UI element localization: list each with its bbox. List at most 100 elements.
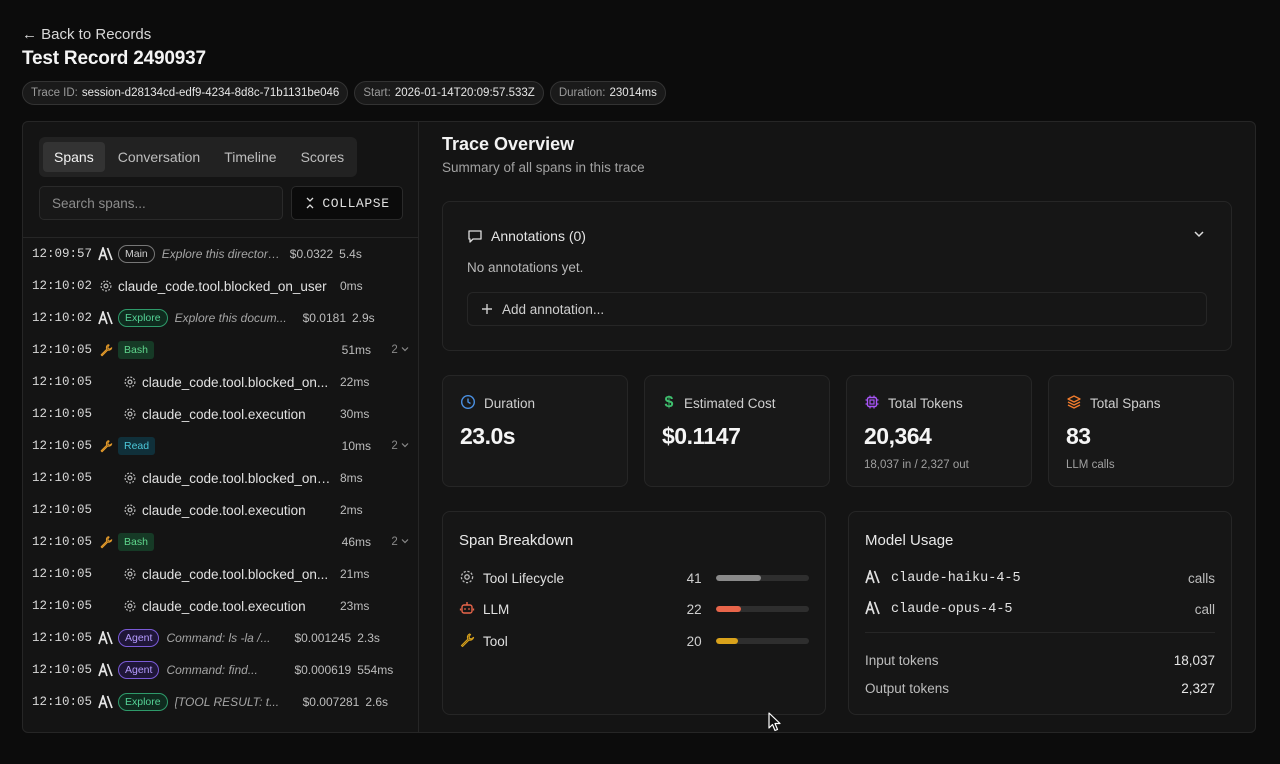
breakdown-bar-fill bbox=[715, 638, 739, 644]
span-cost: $0.000619 bbox=[294, 663, 352, 677]
tab-timeline[interactable]: Timeline bbox=[224, 149, 277, 165]
span-row[interactable]: 12:10:05 Bash 51ms 2 bbox=[23, 334, 419, 366]
span-time: 12:10:05 bbox=[32, 631, 93, 645]
model-calls: call bbox=[1194, 601, 1215, 617]
span-description: [TOOL RESULT: t... bbox=[174, 695, 280, 709]
span-duration: 554ms bbox=[357, 663, 394, 677]
span-row[interactable]: 12:10:02 claude_code.tool.blocked_on_user… bbox=[23, 270, 419, 302]
gear-icon bbox=[121, 375, 139, 389]
no-annotations-text: No annotations yet. bbox=[467, 260, 584, 275]
span-row[interactable]: 12:10:05 claude_code.tool.blocked_on... 21… bbox=[23, 558, 419, 590]
span-type-badge: Bash bbox=[118, 341, 154, 359]
span-name: claude_code.tool.execution bbox=[142, 406, 306, 422]
child-count-toggle[interactable]: 2 bbox=[391, 344, 409, 356]
span-row[interactable]: 12:10:05 Bash 46ms 2 bbox=[23, 526, 419, 558]
comment-icon bbox=[468, 230, 482, 243]
span-duration: 2.3s bbox=[357, 631, 380, 645]
annotations-header[interactable]: Annotations (0) bbox=[467, 228, 586, 244]
child-count: 2 bbox=[391, 440, 398, 452]
breakdown-count: 22 bbox=[686, 601, 702, 617]
chevron-down-icon bbox=[401, 347, 409, 352]
anthropic-icon bbox=[97, 695, 115, 709]
child-count-toggle[interactable]: 2 bbox=[391, 536, 409, 548]
span-row[interactable]: 12:10:05 Read 10ms 2 bbox=[23, 430, 419, 462]
span-duration: 8ms bbox=[340, 471, 363, 485]
search-spans-input[interactable] bbox=[39, 186, 283, 220]
stat-label: Duration bbox=[484, 396, 536, 411]
span-row[interactable]: 12:09:57 Main Explore this directory ... $0… bbox=[23, 238, 419, 270]
trace-panel: Spans Conversation Timeline Scores COLLA… bbox=[22, 121, 1256, 733]
span-list: 12:09:57 Main Explore this directory ... $0… bbox=[23, 237, 419, 718]
chip-label: Trace ID: bbox=[31, 87, 78, 99]
stat-value: 20,364 bbox=[864, 423, 932, 449]
span-duration: 2.9s bbox=[352, 311, 375, 325]
wrench-icon bbox=[97, 343, 115, 357]
anthropic-icon bbox=[97, 311, 115, 325]
span-time: 12:10:05 bbox=[32, 535, 93, 549]
annotations-card: Annotations (0) No annotations yet. Add … bbox=[442, 201, 1232, 351]
stat-label: Total Tokens bbox=[888, 396, 963, 411]
span-row[interactable]: 12:10:05 claude_code.tool.execution 30ms bbox=[23, 398, 419, 430]
token-value: 2,327 bbox=[1181, 681, 1215, 696]
model-row: claude-haiku-4-5 calls bbox=[865, 567, 1215, 588]
chip-label: Start: bbox=[363, 87, 391, 99]
span-name: claude_code.tool.execution bbox=[142, 598, 306, 614]
span-description: Explore this directory ... bbox=[161, 247, 284, 261]
overview-title: Trace Overview bbox=[442, 134, 575, 154]
span-row[interactable]: 12:10:05 Agent Command: find... $0.000619 55… bbox=[23, 654, 419, 686]
stat-subtext: LLM calls bbox=[1066, 459, 1115, 471]
span-type-badge: Read bbox=[118, 437, 156, 455]
stat-label: Total Spans bbox=[1090, 396, 1161, 411]
span-breakdown-title: Span Breakdown bbox=[459, 532, 574, 549]
collapse-label: COLLAPSE bbox=[322, 195, 390, 211]
model-usage-title: Model Usage bbox=[865, 532, 954, 549]
model-calls: calls bbox=[1187, 570, 1215, 586]
chip-icon bbox=[864, 394, 880, 413]
span-duration: 21ms bbox=[340, 567, 370, 581]
anthropic-icon bbox=[97, 247, 115, 261]
anthropic-icon bbox=[97, 631, 115, 645]
chip-value: 2026-01-14T20:09:57.533Z bbox=[394, 87, 535, 99]
span-description: Explore this docum... bbox=[174, 311, 287, 325]
child-count-toggle[interactable]: 2 bbox=[391, 440, 409, 452]
span-type-badge: Explore bbox=[118, 309, 168, 327]
span-row[interactable]: 12:10:05 claude_code.tool.blocked_on_... 8… bbox=[23, 462, 419, 494]
span-time: 12:10:05 bbox=[32, 343, 93, 357]
gear-icon bbox=[97, 279, 115, 293]
span-cost: $0.007281 bbox=[302, 695, 360, 709]
add-annotation-button[interactable]: Add annotation... bbox=[467, 292, 1207, 326]
add-annotation-label: Add annotation... bbox=[502, 301, 605, 317]
span-type-badge: Agent bbox=[118, 629, 160, 647]
span-row[interactable]: 12:10:02 Explore Explore this docum... $0.0… bbox=[23, 302, 419, 334]
span-row[interactable]: 12:10:05 claude_code.tool.blocked_on... 22… bbox=[23, 366, 419, 398]
model-row: claude-opus-4-5 call bbox=[865, 598, 1215, 619]
span-time: 12:10:05 bbox=[32, 471, 93, 485]
stat-tokens: Total Tokens 20,364 18,037 in / 2,327 ou… bbox=[846, 375, 1032, 487]
span-row[interactable]: 12:10:05 Explore [TOOL RESULT: t... $0.0072… bbox=[23, 686, 419, 718]
span-cost: $0.0322 bbox=[289, 247, 334, 261]
model-name: claude-haiku-4-5 bbox=[891, 570, 1021, 586]
tab-scores[interactable]: Scores bbox=[300, 149, 345, 165]
stats-row: Duration 23.0s $ Estimated Cost $0.1147 T… bbox=[442, 375, 1234, 487]
divider bbox=[865, 632, 1215, 633]
back-link[interactable]: ← Back to Records bbox=[22, 26, 152, 43]
stat-label: Estimated Cost bbox=[684, 395, 776, 411]
span-row[interactable]: 12:10:05 claude_code.tool.execution 23ms bbox=[23, 590, 419, 622]
span-row[interactable]: 12:10:05 claude_code.tool.execution 2ms bbox=[23, 494, 419, 526]
span-row[interactable]: 12:10:05 Agent Command: ls -la /... $0.0012… bbox=[23, 622, 419, 654]
span-time: 12:10:05 bbox=[32, 375, 93, 389]
chip-value: session-d28134cd-edf9-4234-8d8c-71b1131b… bbox=[81, 87, 340, 99]
span-time: 12:10:05 bbox=[32, 439, 93, 453]
anthropic-icon bbox=[97, 663, 115, 677]
chevron-down-icon[interactable] bbox=[1193, 228, 1205, 243]
start-chip: Start: 2026-01-14T20:09:57.533Z bbox=[354, 81, 544, 105]
collapse-button[interactable]: COLLAPSE bbox=[291, 186, 403, 220]
page-title: Test Record 2490937 bbox=[22, 48, 206, 69]
stat-cost: $ Estimated Cost $0.1147 bbox=[644, 375, 830, 487]
chip-label: Duration: bbox=[558, 87, 606, 99]
tab-conversation[interactable]: Conversation bbox=[117, 149, 201, 165]
mouse-cursor-icon bbox=[768, 712, 782, 735]
stat-subtext: 18,037 in / 2,327 out bbox=[864, 459, 969, 471]
tab-spans[interactable]: Spans bbox=[43, 142, 105, 172]
span-description: Command: find... bbox=[166, 663, 258, 677]
